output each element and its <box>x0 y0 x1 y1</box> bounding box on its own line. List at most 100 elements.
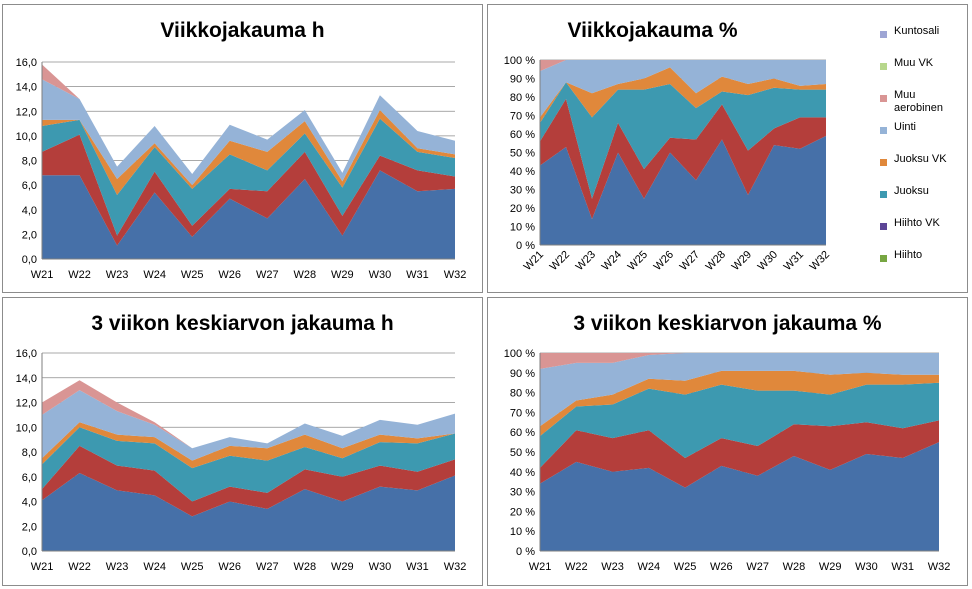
x-tick-label: W28 <box>783 561 806 573</box>
y-tick-label: 10,0 <box>16 131 37 143</box>
legend-label: Hiihto <box>894 249 923 261</box>
x-tick-label: W23 <box>106 269 129 281</box>
x-tick-label: W21 <box>522 249 546 273</box>
y-tick-label: 90 % <box>510 74 535 86</box>
chart-title: Viikkojakauma % <box>567 19 738 42</box>
y-tick-label: 16,0 <box>16 348 37 360</box>
legend-label: Uinti <box>894 121 917 133</box>
legend-swatch <box>880 159 887 166</box>
area-series-juoksu-vk <box>540 67 826 123</box>
legend-swatch <box>880 127 887 134</box>
y-tick-label: 14,0 <box>16 82 37 94</box>
y-tick-label: 4,0 <box>22 497 37 509</box>
x-tick-label: W26 <box>218 269 241 281</box>
y-tick-label: 50 % <box>510 148 535 160</box>
y-tick-label: 60 % <box>510 427 535 439</box>
y-tick-label: 0,0 <box>22 546 37 558</box>
x-tick-label: W22 <box>565 561 588 573</box>
y-tick-label: 100 % <box>504 348 535 360</box>
legend-label: Kuntosali <box>894 25 940 37</box>
x-tick-label: W32 <box>928 561 951 573</box>
x-tick-label: W31 <box>406 561 429 573</box>
x-tick-label: W24 <box>638 561 661 573</box>
y-tick-label: 8,0 <box>22 447 37 459</box>
area-series-hiihto <box>42 445 455 517</box>
legend-swatch <box>880 63 887 70</box>
x-tick-label: W27 <box>746 561 769 573</box>
x-tick-label: W30 <box>855 561 878 573</box>
y-tick-label: 30 % <box>510 487 535 499</box>
y-tick-label: 2,0 <box>22 521 37 533</box>
area-series-hiihto <box>540 420 939 488</box>
y-tick-label: 10 % <box>510 222 535 234</box>
y-tick-label: 10,0 <box>16 422 37 434</box>
x-tick-label: W32 <box>444 561 467 573</box>
y-tick-label: 0,0 <box>22 254 37 266</box>
area-series-juoksu-vk <box>42 110 455 195</box>
area-series-juoksu <box>42 427 455 502</box>
x-tick-label: W25 <box>181 269 204 281</box>
x-tick-label: W25 <box>674 561 697 573</box>
y-tick-label: 6,0 <box>22 180 37 192</box>
y-tick-label: 6,0 <box>22 472 37 484</box>
y-tick-label: 14,0 <box>16 373 37 385</box>
x-tick-label: W25 <box>181 561 204 573</box>
area-series-muu-aerobinen <box>42 380 455 449</box>
x-tick-label: W24 <box>600 249 624 273</box>
y-tick-label: 16,0 <box>16 57 37 69</box>
x-tick-label: W21 <box>31 561 54 573</box>
legend-label: Hiihto VK <box>894 217 940 229</box>
y-tick-label: 30 % <box>510 185 535 197</box>
legend-label: Juoksu <box>894 185 929 197</box>
legend-label: Muu aerobinen <box>894 89 943 114</box>
x-tick-label: W21 <box>31 269 54 281</box>
y-tick-label: 20 % <box>510 203 535 215</box>
x-tick-label: W29 <box>331 561 354 573</box>
x-tick-label: W28 <box>294 561 317 573</box>
x-tick-label: W30 <box>756 249 780 273</box>
y-tick-label: 70 % <box>510 407 535 419</box>
legend-label: Juoksu VK <box>894 153 947 165</box>
y-tick-label: 0 % <box>516 546 535 558</box>
x-tick-label: W24 <box>143 269 166 281</box>
x-tick-label: W31 <box>406 269 429 281</box>
legend-swatch <box>880 31 887 38</box>
x-tick-label: W26 <box>652 249 676 273</box>
x-tick-label: W28 <box>704 249 728 273</box>
x-tick-label: W27 <box>256 269 279 281</box>
y-tick-label: 80 % <box>510 92 535 104</box>
x-tick-label: W29 <box>730 249 754 273</box>
y-tick-label: 2,0 <box>22 229 37 241</box>
y-tick-label: 12,0 <box>16 398 37 410</box>
x-tick-label: W24 <box>143 561 166 573</box>
legend-label: Muu VK <box>894 57 934 69</box>
area-series-juoksu-vk <box>42 422 455 469</box>
x-tick-label: W23 <box>106 561 129 573</box>
x-tick-label: W23 <box>574 249 598 273</box>
area-series-hiihto <box>42 134 455 246</box>
x-tick-label: W22 <box>68 269 91 281</box>
y-tick-label: 70 % <box>510 111 535 123</box>
x-tick-label: W32 <box>444 269 467 281</box>
area-series-uinti <box>540 353 939 427</box>
y-tick-label: 10 % <box>510 526 535 538</box>
chart-title: 3 viikon keskiarvon jakauma h <box>91 312 394 335</box>
area-series-uinti <box>540 60 826 118</box>
x-tick-label: W21 <box>529 561 552 573</box>
x-tick-label: W30 <box>369 561 392 573</box>
x-tick-label: W26 <box>218 561 241 573</box>
legend-swatch <box>880 223 887 230</box>
x-tick-label: W28 <box>294 269 317 281</box>
area-series-juoksu <box>42 118 455 236</box>
legend-swatch <box>880 95 887 102</box>
x-tick-label: W22 <box>548 249 572 273</box>
y-tick-label: 100 % <box>504 55 535 67</box>
area-series-hiihto-vk <box>540 135 826 245</box>
y-tick-label: 0 % <box>516 240 535 252</box>
chart-title: 3 viikon keskiarvon jakauma % <box>573 312 882 335</box>
x-tick-label: W27 <box>256 561 279 573</box>
chart-title: Viikkojakauma h <box>160 19 325 42</box>
y-tick-label: 80 % <box>510 388 535 400</box>
x-tick-label: W25 <box>626 249 650 273</box>
